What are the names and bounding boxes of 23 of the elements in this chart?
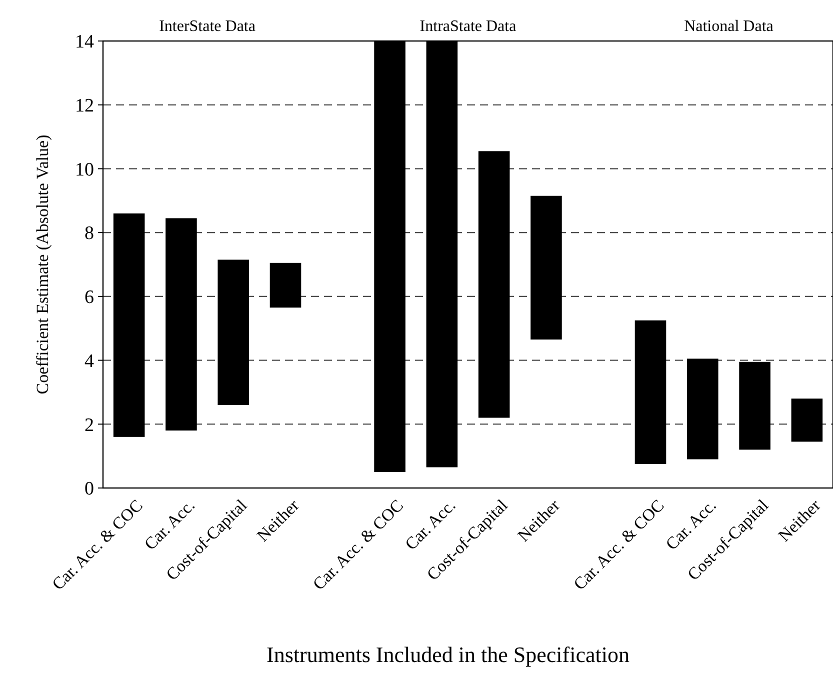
x-axis-title: Instruments Included in the Specification xyxy=(266,642,630,667)
y-tick-label: 10 xyxy=(75,159,94,180)
text: IntraState Data xyxy=(420,18,516,35)
bar xyxy=(687,358,718,460)
y-tick-label: 8 xyxy=(84,223,94,244)
bar xyxy=(166,218,197,431)
bar xyxy=(791,398,823,442)
y-tick-label: 14 xyxy=(75,32,94,53)
y-tick-label: 4 xyxy=(84,350,94,372)
bar xyxy=(113,213,145,437)
text: InterState Data xyxy=(159,18,256,35)
text: National Data xyxy=(684,18,774,35)
y-tick-label: 12 xyxy=(75,96,94,117)
y-axis-title: Coefficient Estimate (Absolute Value) xyxy=(33,134,52,394)
y-tick-label: 6 xyxy=(84,287,94,308)
bar xyxy=(218,260,249,405)
y-tick-label: 0 xyxy=(84,478,94,500)
bar xyxy=(530,196,562,340)
bar xyxy=(634,320,666,464)
y-tick-label: 2 xyxy=(84,414,94,436)
bar xyxy=(270,262,302,308)
bar xyxy=(739,362,770,450)
bar xyxy=(478,151,510,418)
